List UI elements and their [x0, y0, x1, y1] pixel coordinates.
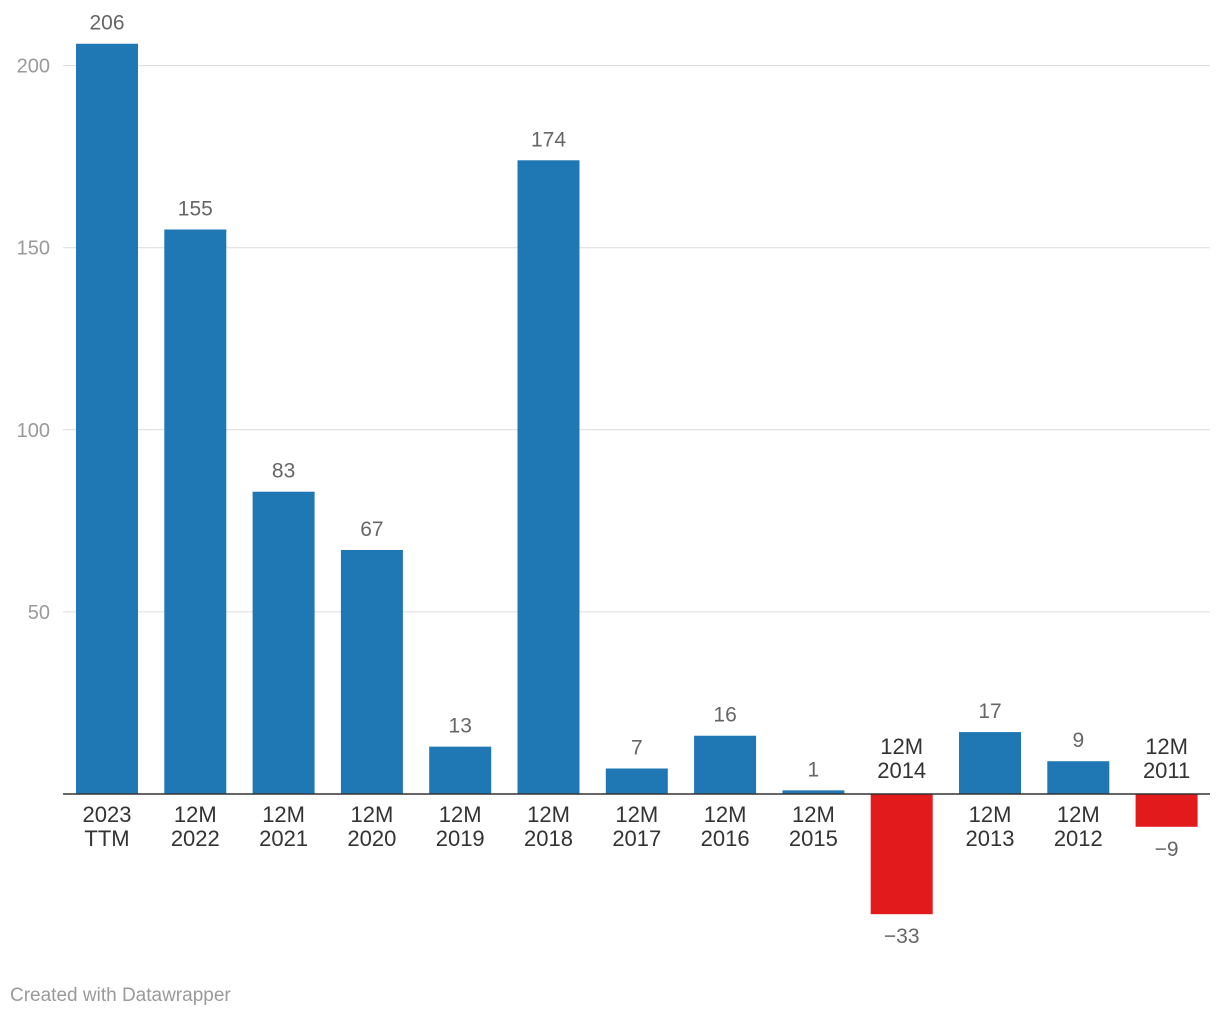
- bar: [252, 491, 315, 794]
- x-tick-label: 2017: [612, 826, 661, 851]
- value-label: 155: [178, 197, 213, 220]
- value-label: −9: [1155, 838, 1179, 861]
- x-tick-label: 12M: [527, 802, 570, 827]
- value-label: −33: [884, 925, 920, 948]
- x-tick-label: 12M: [1145, 734, 1188, 759]
- y-tick-label: 100: [17, 420, 50, 442]
- value-label: 9: [1072, 729, 1084, 752]
- bar: [1135, 794, 1198, 827]
- bar: [1047, 761, 1110, 794]
- bar: [870, 794, 933, 915]
- x-tick-label: 2014: [877, 758, 926, 783]
- y-tick-label: 200: [17, 56, 50, 78]
- value-label: 1: [808, 758, 820, 781]
- value-label: 67: [360, 518, 383, 541]
- x-tick-label: 12M: [969, 802, 1012, 827]
- value-label: 7: [631, 737, 643, 760]
- x-tick-label: 2023: [83, 802, 132, 827]
- value-label: 17: [978, 700, 1001, 723]
- x-tick-label: 2020: [347, 826, 396, 851]
- value-label: 83: [272, 460, 295, 483]
- x-tick-label: 2019: [436, 826, 485, 851]
- bars: [76, 43, 1198, 915]
- x-tick-label: 12M: [792, 802, 835, 827]
- value-label: 174: [531, 128, 566, 151]
- x-tick-label: 2015: [789, 826, 838, 851]
- value-label: 16: [713, 704, 736, 727]
- bar: [517, 160, 580, 795]
- x-tick-label: 2012: [1054, 826, 1103, 851]
- credit-text: Created with Datawrapper: [10, 985, 231, 1006]
- x-tick-label: 12M: [351, 802, 394, 827]
- x-tick-label: 2011: [1143, 758, 1190, 783]
- bar: [340, 549, 403, 794]
- bar: [782, 790, 845, 794]
- x-tick-label: 12M: [262, 802, 305, 827]
- gridlines: [63, 65, 1210, 613]
- x-tick-label: TTM: [84, 826, 129, 851]
- y-tick-label: 150: [17, 238, 50, 260]
- x-tick-label: 12M: [1057, 802, 1100, 827]
- x-tick-label: 12M: [704, 802, 747, 827]
- x-tick-label: 12M: [880, 734, 923, 759]
- x-tick-label: 2018: [524, 826, 573, 851]
- bar: [694, 735, 757, 794]
- x-tick-label: 2016: [701, 826, 750, 851]
- bar: [164, 229, 227, 795]
- bar: [429, 746, 492, 794]
- labels: 2062023TTM15512M20228312M20216712M202013…: [83, 12, 1191, 948]
- y-axis-ticks: 50 100 150 200: [17, 56, 50, 624]
- x-tick-label: 12M: [174, 802, 217, 827]
- value-label: 13: [449, 715, 472, 738]
- x-tick-label: 2013: [966, 826, 1015, 851]
- y-tick-label: 50: [28, 602, 50, 624]
- x-tick-label: 2021: [259, 826, 308, 851]
- x-tick-label: 12M: [439, 802, 482, 827]
- bar: [605, 768, 668, 794]
- value-label: 206: [89, 12, 124, 35]
- bar: [76, 43, 138, 795]
- x-tick-label: 2022: [171, 826, 220, 851]
- bar: [959, 732, 1021, 794]
- x-tick-label: 12M: [615, 802, 658, 827]
